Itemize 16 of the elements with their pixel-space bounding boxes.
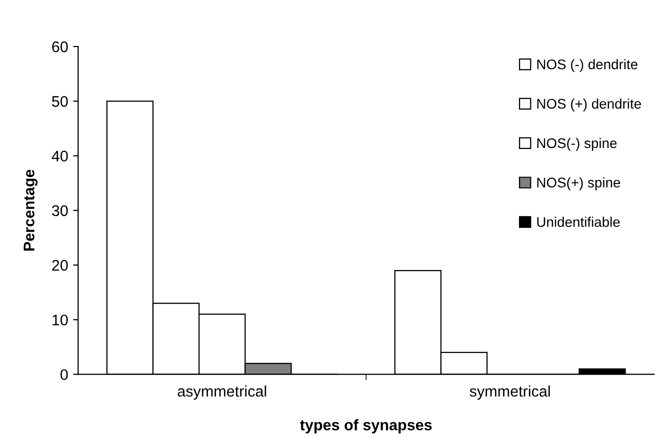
legend-label: NOS (+) dendrite — [537, 98, 641, 112]
y-tick-label: 20 — [52, 260, 68, 271]
y-axis-title: Percentage — [24, 170, 38, 251]
y-tick-label: 60 — [52, 41, 68, 52]
y-tick-label: 40 — [52, 150, 68, 162]
legend-label: NOS(-) spine — [537, 138, 617, 151]
y-tick-label: 30 — [52, 205, 68, 216]
y-tick-label: 50 — [52, 96, 68, 107]
x-tick-label: asymmetrical — [178, 385, 266, 400]
x-axis-title: types of synapses — [300, 419, 432, 434]
y-tick-label: 0 — [60, 369, 68, 380]
legend-label: NOS(+) spine — [537, 177, 620, 190]
legend-label: NOS (-) dendrite — [537, 59, 638, 72]
legend-label: Unidentifiable — [537, 216, 620, 227]
x-tick-label: symmetrical — [470, 385, 550, 400]
y-tick-label: 10 — [52, 314, 68, 326]
